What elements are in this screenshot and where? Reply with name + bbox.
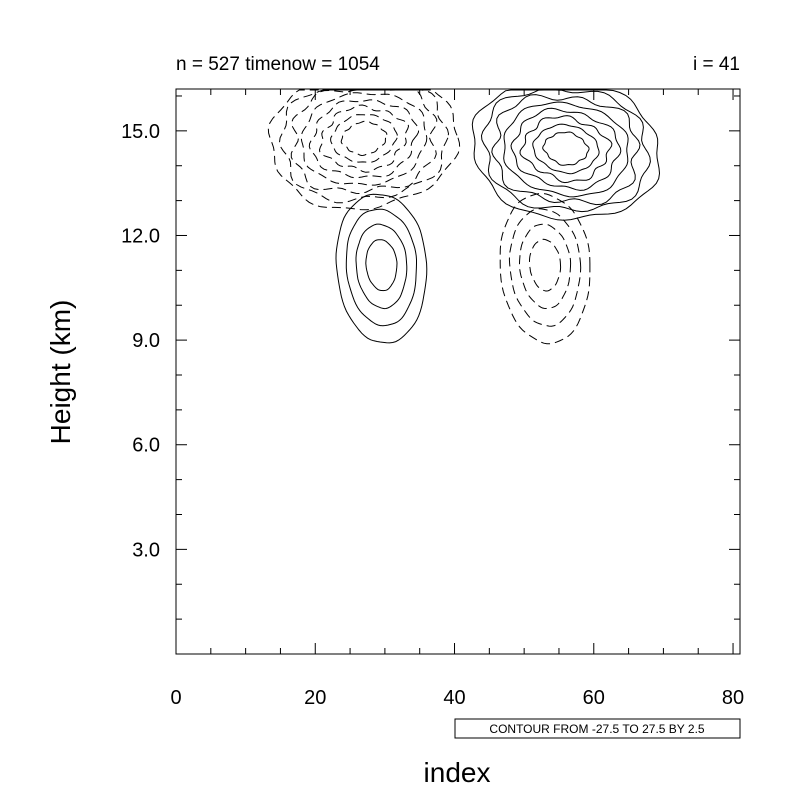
contour-line-upper-positive-lobe [480,89,651,213]
contour-line-lower-negative-cell [518,223,572,310]
x-tick-label: 40 [443,687,465,709]
contour-info-box [454,718,741,739]
contour-line-upper-negative-lobe [300,92,428,186]
contour-line-upper-negative-lobe [330,114,398,163]
x-tick-label: 20 [304,687,326,709]
tick-marks [175,89,740,654]
contour-line-upper-positive-lobe [471,89,661,221]
contour-line-lower-negative-cell [508,208,582,327]
contour-line-upper-negative-lobe [278,89,450,204]
contour-line-upper-negative-lobe [290,89,438,195]
contour-line-upper-positive-lobe [542,131,590,166]
contour-line-lower-negative-cell [499,192,591,345]
title-right: i = 41 [693,54,740,75]
x-tick-label: 60 [583,687,605,709]
contour-line-upper-negative-lobe [308,99,420,179]
contour-line-upper-positive-lobe [503,101,629,198]
x-axis-label: index [424,757,491,788]
contour-line-upper-positive-lobe [510,107,622,191]
contour-line-lower-positive-cell [345,208,417,327]
y-tick-label: 12.0 [121,225,160,247]
contour-line-upper-negative-lobe [340,120,388,157]
contour-line-lower-positive-cell [365,239,398,292]
contour-line-upper-negative-lobe [267,89,461,211]
contour-line-upper-positive-lobe [491,94,641,206]
y-tick-label: 6.0 [132,435,160,457]
y-tick-label: 3.0 [132,539,160,561]
y-tick-labels: 3.0 6.0 9.0 12.0 15.0 [121,121,160,562]
contour-line-lower-negative-cell [529,238,562,292]
y-tick-label: 15.0 [121,121,160,143]
contour-line-upper-negative-lobe [318,104,410,173]
plot-frame [175,88,741,655]
contour-lines [267,89,661,345]
contour-line-upper-positive-lobe [532,123,600,175]
y-axis-label: Height (km) [45,300,76,445]
title-left: n = 527 timenow = 1054 [176,54,380,75]
x-tick-label: 80 [722,687,744,709]
contour-line-lower-positive-cell [355,223,408,310]
x-tick-label: 0 [170,687,181,709]
y-tick-label: 9.0 [132,330,160,352]
contour-line-lower-positive-cell [335,193,428,344]
x-tick-labels: 0 20 40 60 80 [170,687,744,709]
contour-info-label: CONTOUR FROM -27.5 TO 27.5 BY 2.5 [489,722,705,736]
contour-line-upper-positive-lobe [519,115,613,184]
